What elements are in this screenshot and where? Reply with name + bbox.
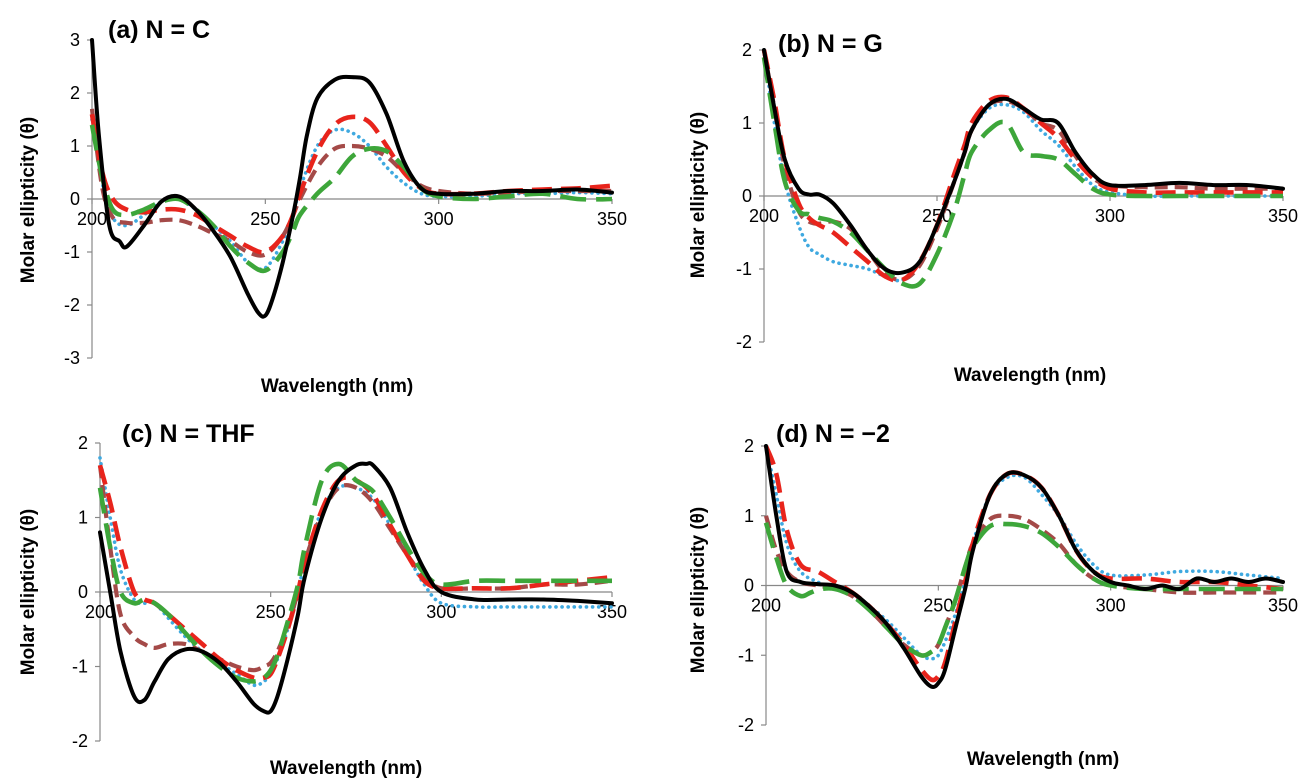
y-tick-label: 2 (78, 433, 88, 453)
panel-c: (c) N = THF Wavelength (nm) Molar ellipt… (18, 420, 627, 779)
panel-title: (a) N = C (108, 16, 210, 44)
x-tick-label: 250 (256, 602, 286, 622)
y-tick-label: 2 (744, 436, 754, 456)
x-tick-label: 200 (751, 596, 781, 616)
panel-b: (b) N = G Wavelength (nm) Molar elliptic… (688, 30, 1298, 386)
y-tick-label: -1 (738, 645, 754, 665)
x-tick-label: 300 (424, 209, 454, 229)
series-line-solid (764, 444, 1285, 689)
x-tick-label: 300 (1096, 596, 1126, 616)
y-axis-label: Molar ellipticity (θ) (18, 117, 39, 284)
x-tick-label: 200 (749, 206, 779, 226)
series-line-brown-dash (89, 108, 612, 258)
y-axis-label: Molar ellipticity (θ) (688, 507, 709, 674)
y-tick-label: -2 (736, 332, 752, 352)
y-tick-label: 1 (742, 113, 752, 133)
y-tick-label: -3 (64, 348, 80, 368)
y-tick-label: 1 (70, 136, 80, 156)
y-axis-label: Molar ellipticity (θ) (18, 509, 39, 676)
x-tick-label: 300 (1095, 206, 1125, 226)
series-line-green-dash (761, 56, 1283, 289)
y-tick-label: 0 (70, 189, 80, 209)
series-line-dotted (764, 444, 1285, 661)
y-tick-label: -1 (736, 259, 752, 279)
y-tick-label: 3 (70, 30, 80, 50)
x-axis-label: Wavelength (nm) (967, 749, 1119, 770)
series-line-dotted (762, 48, 1285, 283)
x-tick-label: 250 (250, 209, 280, 229)
series-line-red-dash (761, 49, 1283, 284)
x-axis-label: Wavelength (nm) (954, 365, 1106, 386)
y-tick-label: -1 (64, 242, 80, 262)
series-line-brown-dash (97, 465, 613, 673)
y-tick-label: -2 (64, 295, 80, 315)
series-line-red-dash (763, 445, 1284, 683)
series-line-solid (762, 48, 1285, 276)
plot-area: -2 -1 0 1 2 200 250 300 350 (738, 436, 1298, 735)
y-tick-label: 2 (70, 83, 80, 103)
series-line-green-dash (763, 521, 1283, 658)
x-tick-label: 200 (85, 602, 115, 622)
x-axis-label: Wavelength (nm) (261, 376, 413, 397)
x-tick-label: 200 (77, 209, 107, 229)
series-line-green-dash (97, 461, 612, 684)
series-line-solid (98, 461, 614, 715)
x-tick-label: 250 (923, 596, 953, 616)
panel-title: (d) N = −2 (776, 420, 890, 448)
y-tick-label: 0 (742, 186, 752, 206)
x-tick-label: 350 (1268, 596, 1298, 616)
panel-title: (c) N = THF (122, 420, 255, 448)
y-tick-label: 1 (744, 506, 754, 526)
y-tick-label: 2 (742, 40, 752, 60)
x-tick-label: 350 (597, 209, 627, 229)
series-line-brown-dash (761, 49, 1283, 283)
x-axis-label: Wavelength (nm) (270, 758, 422, 779)
panel-title: (b) N = G (778, 30, 883, 58)
series-line-red-dash (89, 113, 613, 255)
plot-area: -3 -2 -1 0 1 2 3 200 250 300 350 (64, 30, 627, 368)
y-tick-label: -1 (72, 657, 88, 677)
series-line-solid (90, 38, 614, 319)
y-tick-label: 1 (78, 508, 88, 528)
series-line-green-dash (89, 124, 613, 274)
panel-a: (a) N = C Wavelength (nm) Molar elliptic… (18, 16, 627, 397)
x-tick-label: 350 (1268, 206, 1298, 226)
y-tick-label: -2 (738, 715, 754, 735)
panel-d: (d) N = −2 Wavelength (nm) Molar ellipti… (688, 420, 1298, 770)
y-tick-label: -2 (72, 731, 88, 751)
y-tick-label: 0 (78, 582, 88, 602)
y-axis-label: Molar ellipticity (θ) (688, 112, 709, 279)
x-tick-label: 300 (426, 602, 456, 622)
y-tick-label: 0 (744, 576, 754, 596)
series-line-red-dash (97, 464, 613, 681)
